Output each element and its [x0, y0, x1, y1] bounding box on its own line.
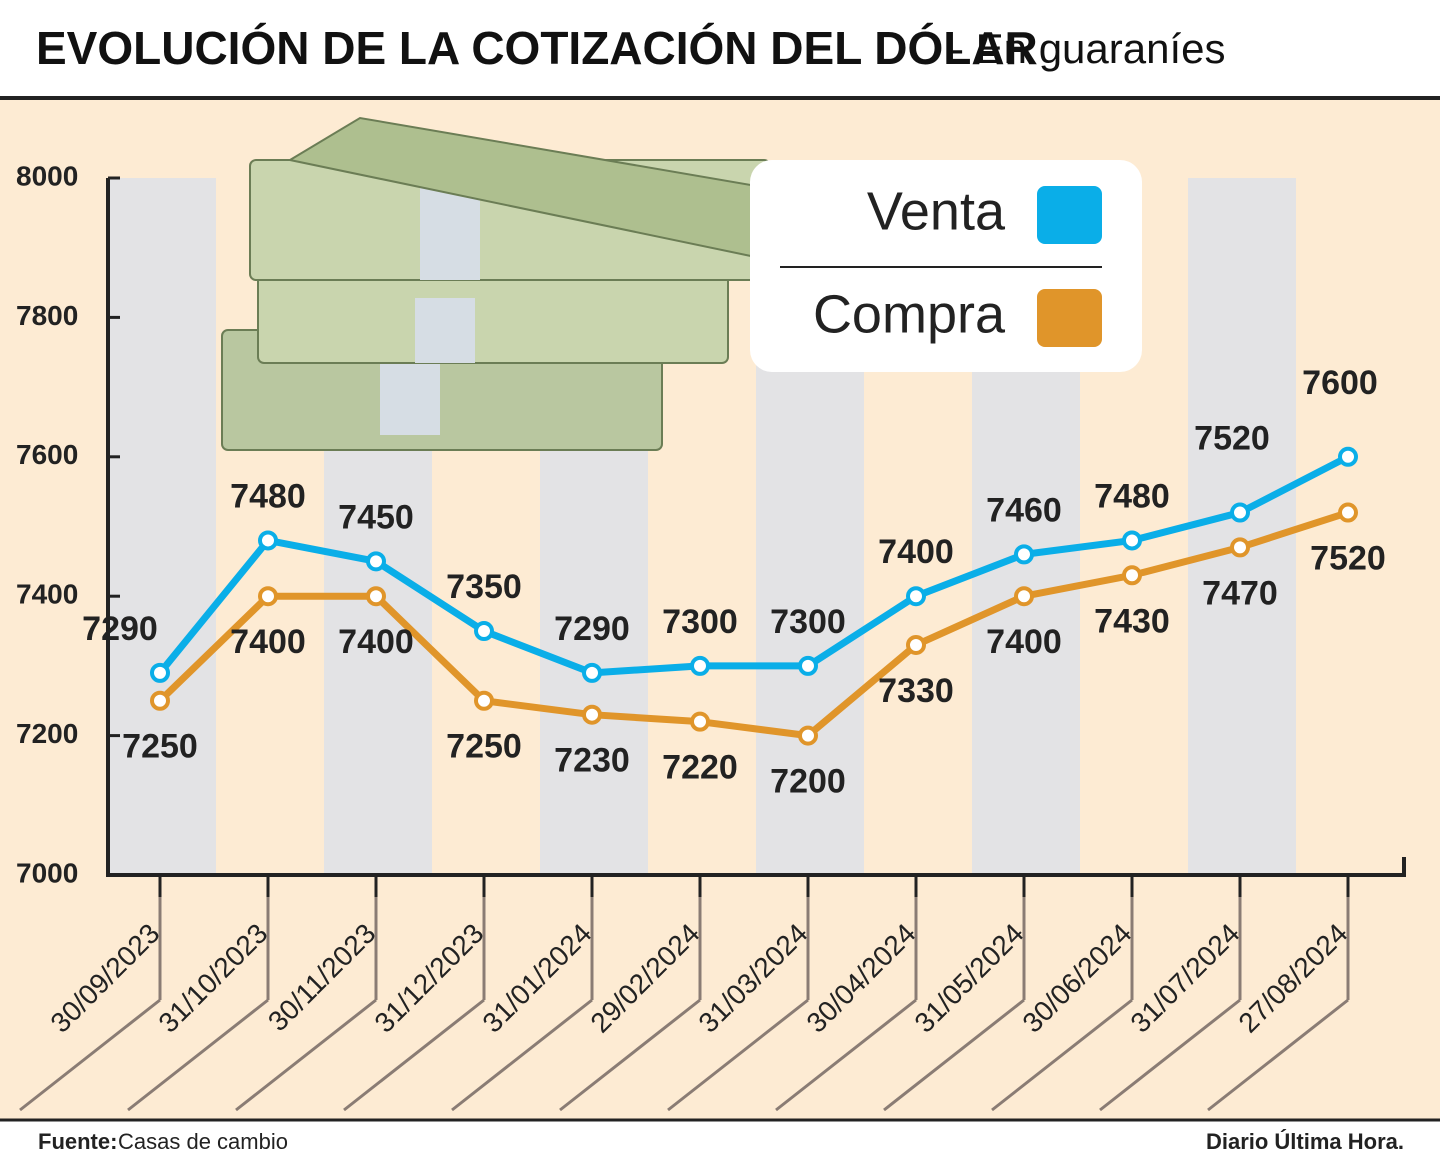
column-stripe — [1188, 178, 1296, 875]
legend-label: Compra — [813, 284, 1006, 344]
data-label: 7300 — [770, 603, 846, 641]
data-label: 7200 — [770, 763, 846, 801]
legend-swatch — [1037, 186, 1102, 244]
data-label: 7250 — [122, 728, 198, 766]
point — [258, 586, 278, 607]
chart-title: EVOLUCIÓN DE LA COTIZACIÓN DEL DÓLAR — [36, 22, 1038, 74]
x-leader — [235, 998, 377, 1112]
data-label: 7400 — [230, 623, 306, 661]
data-label: 7450 — [338, 498, 414, 536]
data-label: 7600 — [1302, 364, 1378, 402]
x-leader — [1207, 998, 1349, 1112]
data-label: 7400 — [338, 623, 414, 661]
data-label: 7480 — [230, 477, 306, 515]
point — [906, 586, 926, 607]
data-label: 7520 — [1194, 420, 1270, 458]
point — [1338, 446, 1358, 467]
point — [366, 586, 386, 607]
x-leader — [991, 998, 1133, 1112]
data-label: 7250 — [446, 728, 522, 766]
data-label: 7470 — [1202, 574, 1278, 612]
data-label: 7400 — [986, 623, 1062, 661]
point — [1122, 565, 1142, 586]
x-leader — [883, 998, 1025, 1112]
data-label: 7290 — [554, 610, 630, 648]
x-leader — [667, 998, 809, 1112]
chart-subtitle: - En guaraníes — [950, 25, 1226, 72]
y-tick-label: 7600 — [16, 439, 78, 470]
point — [690, 655, 710, 676]
point — [474, 621, 494, 642]
x-leader — [127, 998, 269, 1112]
source-text: Casas de cambio — [118, 1129, 288, 1154]
y-tick-label: 8000 — [16, 160, 78, 191]
data-label: 7460 — [986, 491, 1062, 529]
point — [582, 704, 602, 725]
point — [1122, 530, 1142, 551]
x-leader — [1099, 998, 1241, 1112]
point — [906, 634, 926, 655]
x-leader — [559, 998, 701, 1112]
x-leader — [343, 998, 485, 1112]
credit: Diario Última Hora. — [1206, 1129, 1404, 1154]
data-label: 7300 — [662, 603, 738, 641]
data-label: 7220 — [662, 749, 738, 787]
source-label: Fuente: — [38, 1129, 117, 1154]
series-line — [157, 453, 1350, 677]
point — [1014, 544, 1034, 565]
x-leader — [19, 998, 161, 1112]
column-stripe — [108, 178, 216, 875]
point — [150, 662, 170, 683]
data-label: 7350 — [446, 568, 522, 606]
y-tick-label: 7400 — [16, 579, 78, 610]
point — [366, 551, 386, 572]
y-tick-label: 7800 — [16, 300, 78, 331]
money-illustration — [221, 116, 782, 451]
x-leader — [451, 998, 593, 1112]
data-label: 7230 — [554, 742, 630, 780]
point — [258, 530, 278, 551]
legend-label: Venta — [867, 181, 1006, 241]
point — [798, 655, 818, 676]
data-label: 7430 — [1094, 602, 1170, 640]
point — [474, 690, 494, 711]
point — [150, 690, 170, 711]
y-tick-label: 7000 — [16, 857, 78, 888]
point — [1014, 586, 1034, 607]
data-label: 7400 — [878, 533, 954, 571]
legend-swatch — [1037, 289, 1102, 347]
point — [690, 711, 710, 732]
data-label: 7520 — [1310, 540, 1386, 578]
point — [798, 725, 818, 746]
point — [582, 662, 602, 683]
data-label: 7290 — [82, 610, 158, 648]
point — [1338, 502, 1358, 523]
data-label: 7480 — [1094, 477, 1170, 515]
series-line — [157, 509, 1350, 740]
y-tick-label: 7200 — [16, 718, 78, 749]
x-leader — [775, 998, 917, 1112]
point — [1230, 537, 1250, 558]
data-label: 7330 — [878, 672, 954, 710]
point — [1230, 502, 1250, 523]
